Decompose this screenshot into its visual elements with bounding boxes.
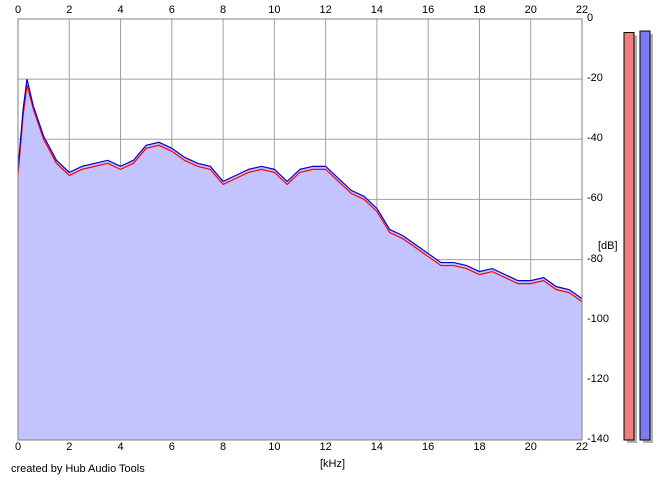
x-tick-label-top: 10 — [268, 4, 281, 16]
x-tick-label-top: 22 — [575, 4, 589, 16]
x-tick-label-top: 6 — [168, 4, 175, 16]
y-tick-label: -120 — [587, 372, 610, 385]
x-tick-label-bottom: 14 — [370, 441, 384, 453]
series-line-2 — [17, 79, 583, 300]
x-tick-label-bottom: 0 — [14, 441, 22, 453]
credit-text: created by Hub Audio Tools — [11, 463, 145, 475]
level-meter-bar-1 — [623, 32, 635, 441]
y-axis-label: [dB] — [598, 240, 618, 252]
x-tick-label-top: 2 — [66, 4, 73, 16]
x-tick-label-bottom: 4 — [117, 441, 124, 453]
series-line-1 — [17, 85, 583, 303]
y-tick-label: -140 — [587, 433, 610, 445]
y-tick-label: -60 — [587, 192, 603, 205]
series-lines — [17, 79, 583, 303]
x-tick-label-bottom: 12 — [319, 441, 332, 453]
x-tick-label-bottom: 16 — [422, 441, 435, 453]
y-tick-label: -80 — [587, 252, 603, 265]
y-tick-label: -100 — [587, 312, 610, 325]
x-tick-label-top: 12 — [319, 4, 332, 16]
plot-frame — [17, 18, 583, 441]
x-tick-label-bottom: 10 — [268, 441, 281, 453]
y-tick-label: 0 — [587, 12, 594, 24]
x-axis-label: [kHz] — [320, 458, 346, 470]
x-tick-label-bottom: 2 — [66, 441, 73, 453]
x-tick-label-top: 8 — [220, 4, 227, 16]
x-tick-label-bottom: 6 — [168, 441, 175, 453]
x-tick-label-top: 20 — [524, 4, 537, 16]
y-tick-label: -40 — [587, 132, 603, 145]
x-tick-label-top: 18 — [473, 4, 486, 16]
spectrum-fill — [18, 79, 582, 441]
x-tick-label-bottom: 18 — [473, 441, 486, 453]
x-tick-label-bottom: 22 — [575, 441, 589, 453]
x-tick-label-top: 14 — [370, 4, 384, 16]
x-tick-label-top: 16 — [422, 4, 435, 16]
x-tick-label-top: 4 — [117, 4, 124, 16]
level-meters — [623, 30, 653, 444]
level-meter-bar-2 — [639, 30, 651, 441]
x-tick-label-bottom: 20 — [524, 441, 537, 453]
x-tick-label-top: 0 — [14, 4, 22, 16]
x-tick-label-bottom: 8 — [220, 441, 227, 453]
y-tick-label: -20 — [587, 72, 603, 85]
